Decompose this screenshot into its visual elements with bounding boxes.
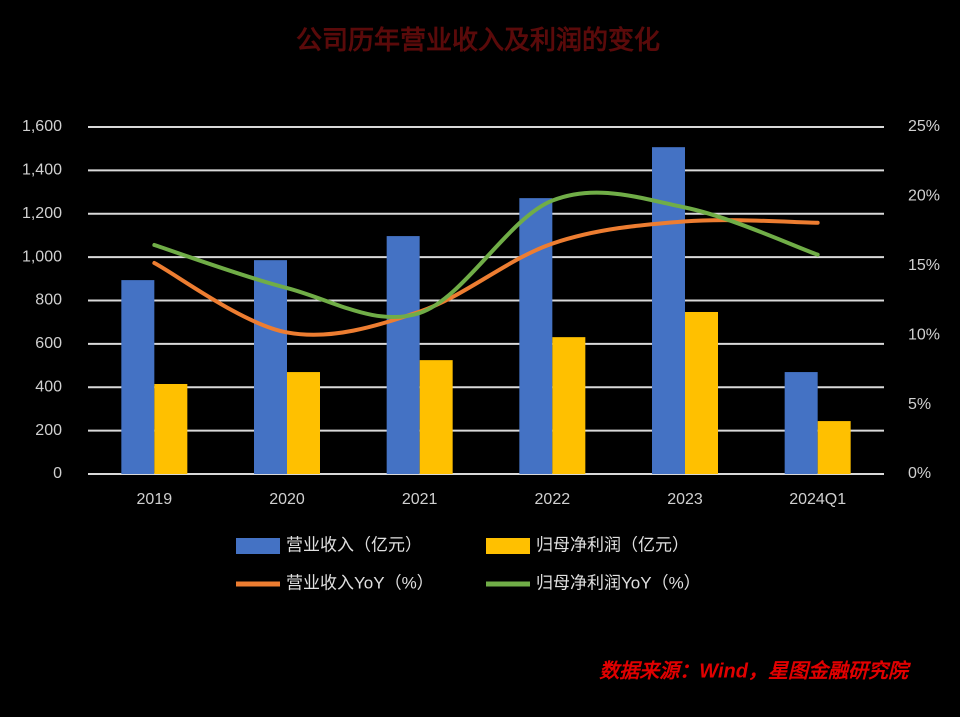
bar bbox=[121, 280, 155, 474]
y-tick-label: 400 bbox=[35, 378, 62, 395]
y2-tick-label: 20% bbox=[908, 188, 940, 205]
legend-swatch bbox=[236, 538, 280, 554]
y-tick-label: 800 bbox=[35, 292, 62, 309]
legend-label: 营业收入YoY（%） bbox=[286, 573, 434, 592]
bar bbox=[519, 198, 553, 474]
line bbox=[152, 218, 820, 337]
bar bbox=[652, 147, 685, 474]
x-tick-label: 2023 bbox=[667, 491, 703, 508]
y-tick-label: 200 bbox=[35, 422, 62, 439]
bar bbox=[817, 421, 851, 474]
x-tick-label: 2021 bbox=[402, 491, 438, 508]
legend-label: 营业收入（亿元） bbox=[286, 535, 422, 554]
bar bbox=[154, 383, 188, 474]
x-tick-label: 2024Q1 bbox=[789, 491, 846, 508]
x-tick-label: 2020 bbox=[269, 491, 305, 508]
legend-label: 归母净利润YoY（%） bbox=[536, 573, 701, 592]
bar bbox=[685, 311, 718, 474]
bar bbox=[784, 372, 818, 474]
y2-tick-label: 15% bbox=[908, 257, 940, 274]
y-tick-label: 0 bbox=[53, 465, 62, 482]
y2-tick-label: 10% bbox=[908, 326, 940, 343]
y-tick-label: 1,000 bbox=[22, 248, 62, 265]
bar bbox=[552, 337, 586, 474]
y2-tick-label: 5% bbox=[908, 396, 931, 413]
y-tick-label: 1,200 bbox=[22, 205, 62, 222]
y-tick-label: 600 bbox=[35, 335, 62, 352]
y-tick-label: 1,400 bbox=[22, 162, 62, 179]
y-tick-label: 1,600 bbox=[22, 118, 62, 135]
y2-tick-label: 0% bbox=[908, 465, 931, 482]
bar bbox=[254, 260, 287, 474]
chart-title: 公司历年营业收入及利润的变化 bbox=[296, 25, 660, 55]
legend-swatch bbox=[486, 538, 530, 554]
y2-tick-label: 25% bbox=[908, 118, 940, 135]
source-note: 数据来源：Wind，星图金融研究院 bbox=[599, 659, 912, 682]
x-tick-label: 2022 bbox=[535, 491, 571, 508]
line bbox=[152, 190, 820, 319]
bar bbox=[287, 372, 320, 474]
bar bbox=[419, 360, 453, 474]
legend-label: 归母净利润（亿元） bbox=[536, 535, 689, 554]
x-tick-label: 2019 bbox=[137, 491, 173, 508]
bar bbox=[386, 236, 420, 474]
